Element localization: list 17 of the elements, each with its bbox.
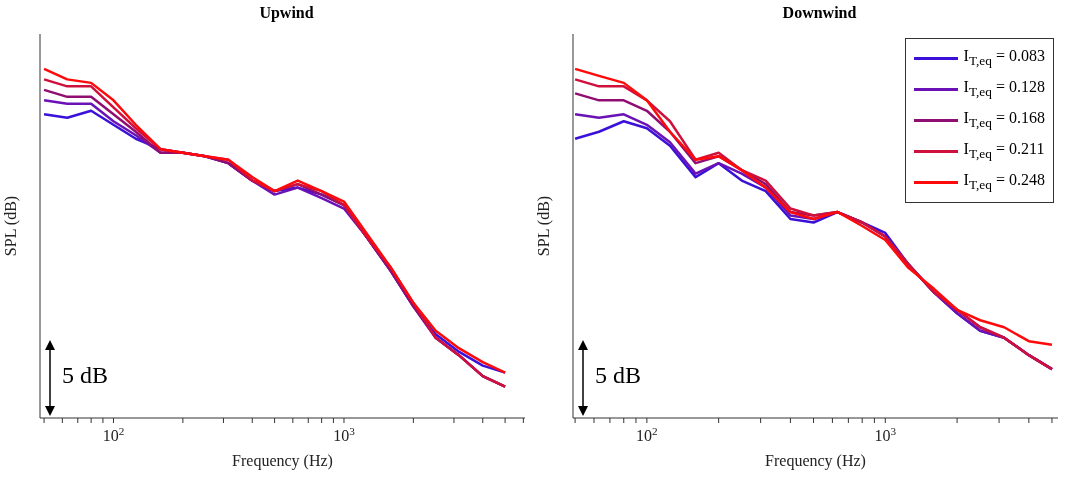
annotation: 5 dB xyxy=(62,362,109,389)
legend-label: I$_{T,eq}$ = 0.128 xyxy=(963,78,1045,101)
x-tick-label: 10$^{2}$ xyxy=(102,425,125,444)
x-tick-label: 10$^{3}$ xyxy=(333,425,356,444)
x-tick-label: 10$^{3}$ xyxy=(874,425,897,444)
y-axis-title: SPL (dB) xyxy=(1,195,20,257)
legend-label: I$_{T,eq}$ = 0.168 xyxy=(963,109,1045,132)
legend-label: I$_{T,eq}$ = 0.083 xyxy=(963,47,1045,70)
legend-label: I$_{T,eq}$ = 0.211 xyxy=(963,140,1045,163)
chart-title: Upwind xyxy=(258,3,315,24)
x-axis-title: Frequency (Hz) xyxy=(232,452,333,470)
x-tick-label: 10$^{2}$ xyxy=(636,425,658,444)
annotation: 5 dB xyxy=(595,362,642,389)
legend-label: I$_{T,eq}$ = 0.248 xyxy=(963,171,1045,194)
x-axis-title: Frequency (Hz) xyxy=(765,452,866,470)
y-axis-title: SPL (dB) xyxy=(534,195,553,257)
chart-title: Downwind xyxy=(781,3,858,23)
